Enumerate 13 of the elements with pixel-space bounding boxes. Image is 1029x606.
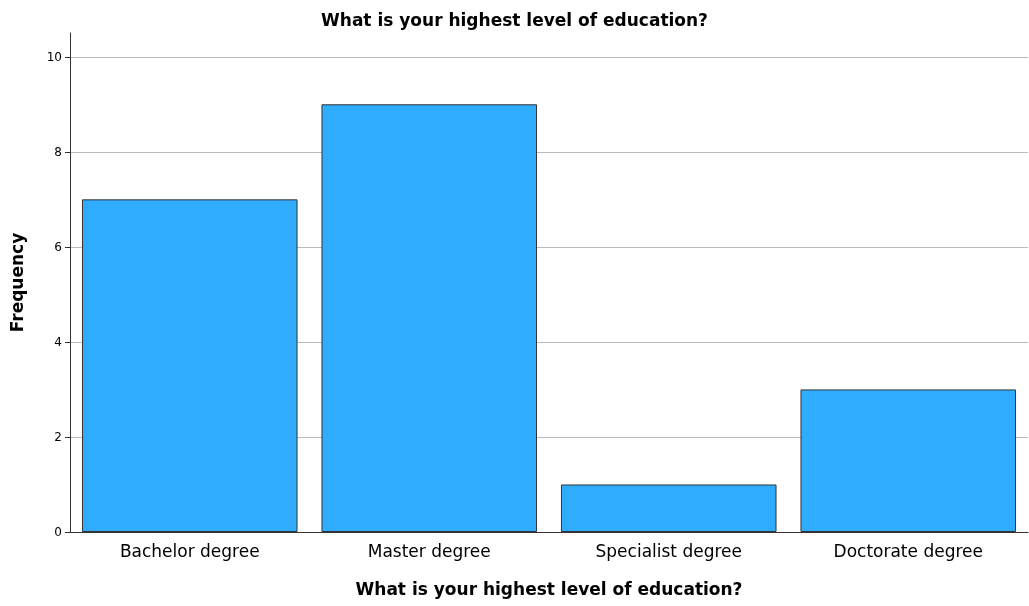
y-tick-label: 8 <box>54 144 62 159</box>
x-tick-label: Specialist degree <box>595 540 742 561</box>
x-tick-label: Master degree <box>367 540 491 561</box>
y-tick-label: 10 <box>46 49 62 64</box>
y-tick-label: 4 <box>54 334 62 349</box>
y-tick-label: 0 <box>54 525 62 539</box>
x-axis-title: What is your highest level of education? <box>355 578 743 599</box>
y-tick-label: 2 <box>54 429 62 444</box>
y-axis-title: Frequency <box>6 232 27 333</box>
x-tick-label: Doctorate degree <box>833 540 983 561</box>
chart-title: What is your highest level of education? <box>321 9 708 30</box>
y-tick-label: 6 <box>54 239 62 254</box>
x-tick-label: Bachelor degree <box>119 540 260 561</box>
